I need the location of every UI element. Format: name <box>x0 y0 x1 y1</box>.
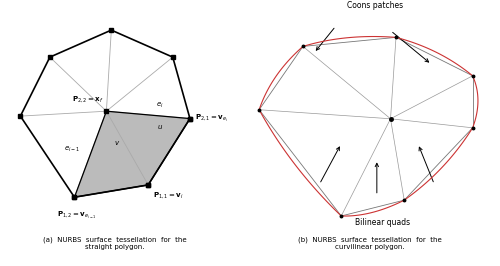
Text: $\mathbf{P}_{2,1} = \mathbf{v}_{e_i}$: $\mathbf{P}_{2,1} = \mathbf{v}_{e_i}$ <box>195 113 228 124</box>
Text: $\mathbf{P}_{2,2} = \mathbf{x}_f$: $\mathbf{P}_{2,2} = \mathbf{x}_f$ <box>72 94 104 104</box>
Text: $u$: $u$ <box>158 123 164 131</box>
Text: Bilinear quads: Bilinear quads <box>356 218 410 227</box>
Text: $\mathbf{P}_{1,1} = \mathbf{v}_i$: $\mathbf{P}_{1,1} = \mathbf{v}_i$ <box>153 190 184 200</box>
Text: $e_i$: $e_i$ <box>156 101 163 110</box>
Text: $v$: $v$ <box>114 139 120 147</box>
Text: $e_{i-1}$: $e_{i-1}$ <box>64 145 80 154</box>
Text: (b)  NURBS  surface  tessellation  for  the
curvilinear polygon.: (b) NURBS surface tessellation for the c… <box>298 236 442 250</box>
Polygon shape <box>74 111 190 197</box>
Text: (a)  NURBS  surface  tessellation  for  the
straight polygon.: (a) NURBS surface tessellation for the s… <box>43 236 187 250</box>
Text: $\mathbf{P}_{1,2} = \mathbf{v}_{e_{i-1}}$: $\mathbf{P}_{1,2} = \mathbf{v}_{e_{i-1}}… <box>57 210 96 221</box>
Text: Coons patches: Coons patches <box>347 1 404 10</box>
